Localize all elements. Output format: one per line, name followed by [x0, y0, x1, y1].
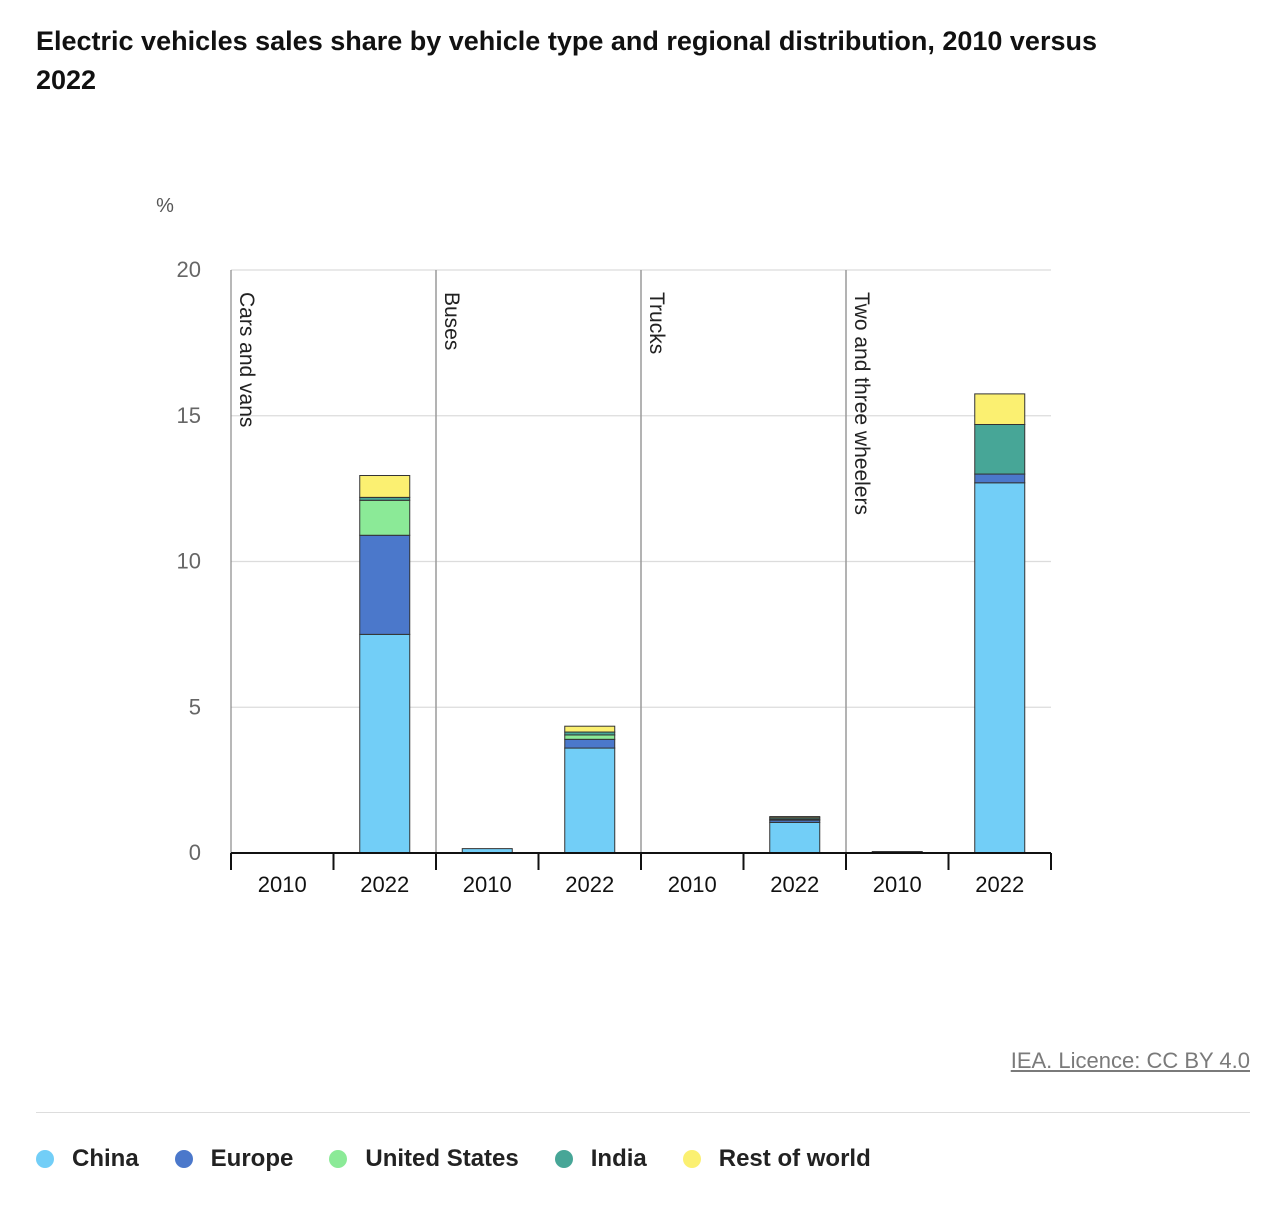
y-tick-label: 0: [189, 840, 201, 865]
bar-segment: [564, 725, 616, 733]
y-tick-label: 20: [177, 257, 201, 282]
y-axis-unit-label: %: [156, 195, 174, 217]
legend: China Europe United States India Rest of wor…: [36, 1145, 907, 1173]
bar-segment: [359, 633, 411, 854]
bar-segment: [974, 473, 1026, 484]
legend-item[interactable]: India: [554, 1145, 647, 1173]
x-tick-label: 2022: [565, 872, 614, 897]
legend-item[interactable]: China: [36, 1145, 139, 1173]
y-tick-label: 15: [177, 403, 201, 428]
legend-item[interactable]: United States: [329, 1145, 519, 1173]
group-label: Cars and vans: [235, 292, 258, 427]
bar-segment: [564, 738, 616, 749]
legend-swatch: [174, 1150, 193, 1168]
bar-segment: [564, 747, 616, 854]
x-tick-label: 2010: [463, 872, 512, 897]
chart-plot: % 0 5 10 15 20 Cars and vans Buses Trucks Two and…: [156, 195, 1052, 897]
legend-label: Europe: [210, 1145, 294, 1172]
x-tick-label: 2022: [360, 872, 409, 897]
licence-link[interactable]: IEA. Licence: CC BY 4.0: [1010, 1048, 1250, 1073]
legend-swatch: [329, 1150, 348, 1168]
x-tick-label: 2022: [975, 872, 1024, 897]
x-tick-label: 2010: [668, 872, 717, 897]
group-label: Buses: [440, 292, 463, 350]
legend-swatch: [554, 1150, 573, 1168]
x-tick-label: 2022: [770, 872, 819, 897]
legend-label: United States: [365, 1145, 519, 1172]
bar-segment: [769, 816, 821, 819]
group-label: Trucks: [645, 292, 668, 354]
bar-segment: [974, 393, 1026, 425]
legend-item[interactable]: Rest of world: [682, 1145, 871, 1173]
bar-segment: [769, 821, 821, 854]
legend-label: Rest of world: [718, 1145, 871, 1172]
bar-segment: [564, 734, 616, 740]
legend-label: China: [72, 1145, 139, 1172]
x-tick-label: 2010: [258, 872, 307, 897]
y-tick-label: 10: [177, 549, 201, 574]
legend-swatch: [682, 1150, 701, 1168]
bar-segment: [359, 534, 411, 635]
legend-item[interactable]: Europe: [174, 1145, 294, 1173]
y-tick-label: 5: [189, 694, 201, 719]
legend-label: India: [590, 1145, 647, 1172]
bar-segment: [974, 482, 1026, 854]
group-label: Two and three wheelers: [850, 292, 873, 515]
bar-segment: [359, 499, 411, 536]
legend-swatch: [36, 1150, 54, 1168]
chart-title: Electric vehicles sales share by vehicle…: [36, 26, 1097, 95]
bar-segment: [974, 423, 1026, 475]
bar-segment: [359, 475, 411, 498]
legend-divider: [36, 1112, 1250, 1113]
x-tick-label: 2010: [873, 872, 922, 897]
